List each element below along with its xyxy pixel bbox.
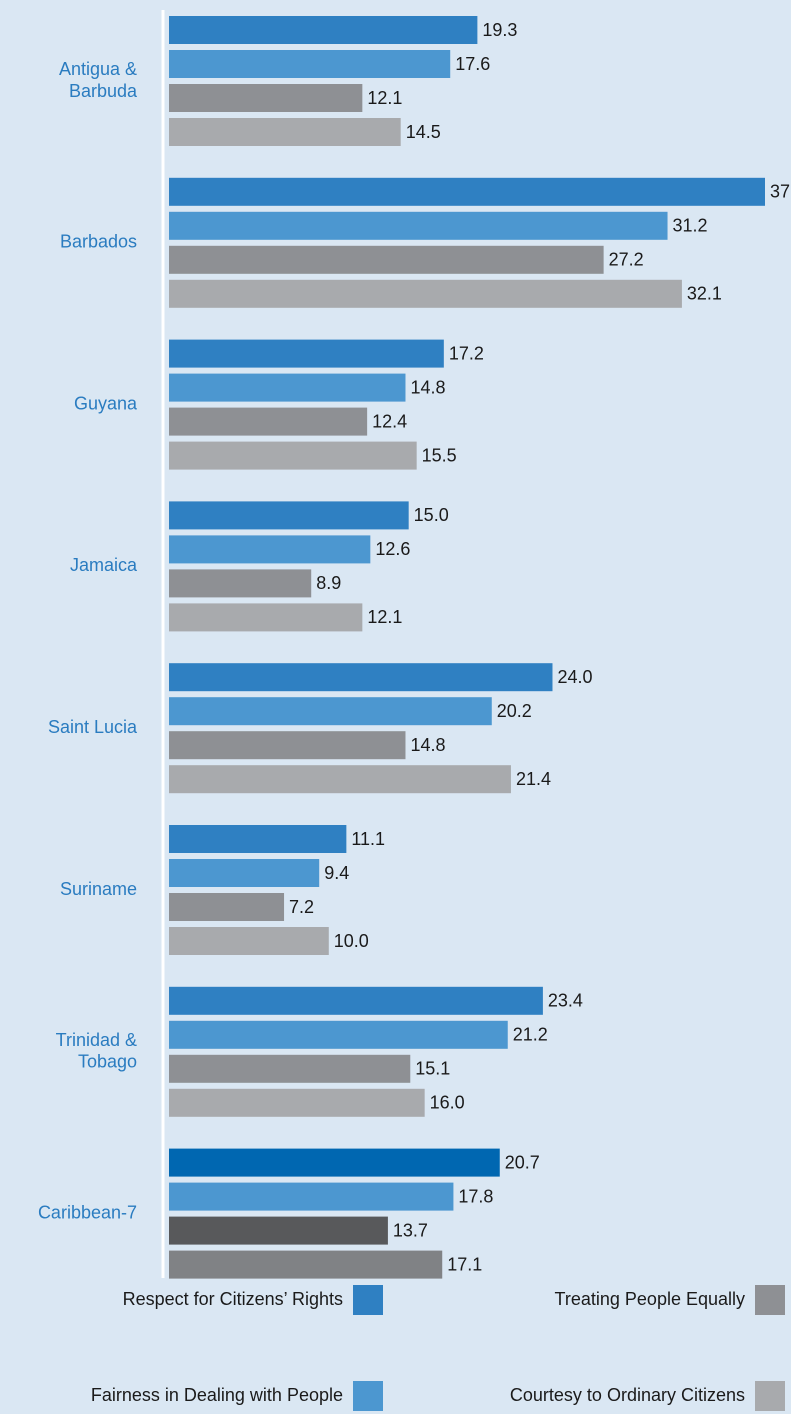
bar bbox=[169, 501, 409, 530]
value-label: 19.3 bbox=[482, 20, 517, 40]
bar bbox=[169, 177, 765, 206]
value-label: 12.1 bbox=[367, 607, 402, 627]
value-label: 15.5 bbox=[422, 445, 457, 465]
value-label: 37.3 bbox=[770, 182, 791, 202]
value-label: 12.1 bbox=[367, 88, 402, 108]
bar bbox=[169, 373, 406, 402]
legend-swatch bbox=[353, 1381, 383, 1411]
value-label: 14.8 bbox=[410, 377, 445, 397]
value-label: 13.7 bbox=[393, 1220, 428, 1240]
bar bbox=[169, 50, 451, 78]
bar bbox=[169, 211, 668, 240]
value-label: 14.5 bbox=[406, 122, 441, 142]
bar bbox=[169, 986, 543, 1015]
value-label: 11.1 bbox=[351, 829, 385, 849]
value-label: 17.8 bbox=[458, 1186, 493, 1206]
bar bbox=[169, 118, 401, 146]
value-label: 27.2 bbox=[609, 250, 644, 270]
bar bbox=[169, 731, 406, 760]
bar bbox=[169, 663, 553, 692]
value-label: 21.2 bbox=[513, 1025, 548, 1045]
bar bbox=[169, 279, 682, 308]
value-label: 10.0 bbox=[334, 931, 369, 951]
bar bbox=[169, 1182, 454, 1211]
category-label: Barbados bbox=[60, 232, 137, 252]
value-label: 12.4 bbox=[372, 411, 407, 431]
legend-label: Courtesy to Ordinary Citizens bbox=[510, 1385, 745, 1405]
bar bbox=[169, 1088, 425, 1117]
bar bbox=[169, 825, 347, 853]
bar bbox=[169, 603, 363, 632]
category-label: Guyana bbox=[74, 393, 138, 413]
category-label: Saint Lucia bbox=[48, 717, 138, 737]
bar bbox=[169, 1054, 411, 1083]
bar bbox=[169, 245, 604, 274]
value-label: 31.2 bbox=[673, 216, 708, 236]
bar bbox=[169, 697, 492, 726]
value-label: 7.2 bbox=[289, 897, 314, 917]
category-label: Jamaica bbox=[70, 555, 138, 575]
bar bbox=[169, 535, 371, 564]
bar bbox=[169, 441, 417, 470]
value-label: 24.0 bbox=[557, 667, 592, 687]
bar bbox=[169, 1250, 443, 1279]
value-label: 14.8 bbox=[410, 735, 445, 755]
value-label: 17.2 bbox=[449, 343, 484, 363]
bar bbox=[169, 1020, 508, 1049]
value-label: 17.1 bbox=[447, 1254, 482, 1274]
bar bbox=[169, 859, 320, 887]
legend-label: Fairness in Dealing with People bbox=[91, 1385, 343, 1405]
bar bbox=[169, 407, 368, 436]
legend-label: Respect for Citizens’ Rights bbox=[123, 1289, 343, 1309]
legend-label: Treating People Equally bbox=[555, 1289, 745, 1309]
bar bbox=[169, 339, 444, 368]
value-label: 16.0 bbox=[430, 1093, 465, 1113]
value-label: 9.4 bbox=[324, 863, 349, 883]
legend-swatch bbox=[755, 1381, 785, 1411]
bar bbox=[169, 893, 285, 921]
value-label: 20.7 bbox=[505, 1152, 540, 1172]
category-label: Antigua & Barbuda bbox=[59, 59, 138, 101]
value-label: 32.1 bbox=[687, 284, 722, 304]
value-label: 15.1 bbox=[415, 1059, 450, 1079]
value-label: 15.0 bbox=[414, 505, 449, 525]
value-label: 23.4 bbox=[548, 991, 583, 1011]
value-label: 8.9 bbox=[316, 573, 341, 593]
legend-swatch bbox=[353, 1285, 383, 1315]
bar bbox=[169, 84, 363, 112]
value-label: 21.4 bbox=[516, 769, 551, 789]
value-label: 12.6 bbox=[375, 539, 410, 559]
bar bbox=[169, 1148, 500, 1177]
value-label: 17.6 bbox=[455, 54, 490, 74]
category-label: Trinidad & Tobago bbox=[56, 1030, 137, 1072]
bar bbox=[169, 569, 312, 598]
bar bbox=[169, 765, 511, 794]
bar bbox=[169, 927, 329, 955]
value-label: 20.2 bbox=[497, 701, 532, 721]
bar bbox=[169, 1216, 388, 1245]
category-label: Suriname bbox=[60, 879, 137, 899]
category-label: Caribbean-7 bbox=[38, 1202, 137, 1222]
legend-swatch bbox=[755, 1285, 785, 1315]
bar bbox=[169, 16, 478, 44]
